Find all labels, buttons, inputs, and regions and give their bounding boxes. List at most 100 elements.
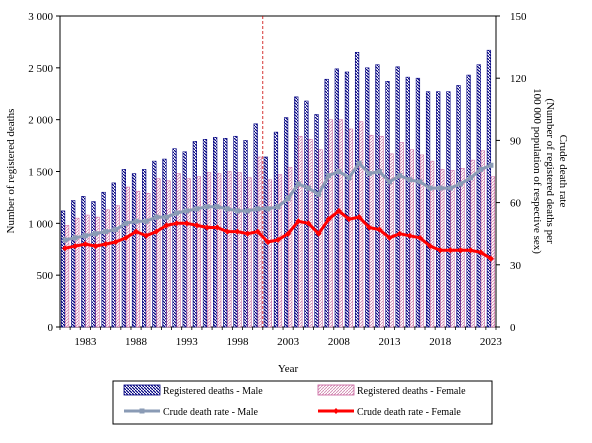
legend-item-male-deaths: Registered deaths - Male	[123, 384, 263, 397]
x-tick-label: 2008	[328, 336, 351, 348]
bar-male-2015	[405, 76, 410, 328]
bar-male-1995	[202, 139, 208, 328]
bar-male-1987	[121, 169, 127, 328]
bar-male-1986	[111, 182, 116, 328]
bar-female-2002	[277, 174, 283, 328]
legend-item-female-rate: Crude death rate - Female	[318, 407, 461, 418]
bar-female-1990	[156, 178, 161, 328]
point-female-rate-1989	[143, 232, 150, 239]
point-male-rate-1991	[163, 214, 169, 220]
bar-male-2012	[375, 64, 380, 328]
point-male-rate-1982	[72, 235, 78, 241]
point-male-rate-1993	[184, 208, 190, 214]
point-female-rate-2002	[275, 236, 281, 243]
point-male-rate-1992	[174, 210, 180, 216]
bar-female-1987	[125, 186, 131, 328]
y-axis-right-title-line-3: 100 000 population of respective sex)	[531, 88, 543, 254]
y-axis-right-title-line-1: Crude death rate	[557, 135, 569, 208]
point-female-rate-1996	[214, 224, 221, 231]
bar-male-1996	[213, 136, 218, 328]
legend-swatch-female-deaths	[317, 384, 355, 396]
bar-male-2007	[324, 78, 329, 328]
bar-male-2013	[385, 81, 390, 328]
legend-item-male-rate: Crude death rate - Male	[124, 407, 259, 418]
bar-female-2010	[359, 121, 364, 328]
point-male-rate-2014	[397, 173, 403, 179]
point-female-rate-2007	[325, 216, 332, 223]
bar-female-1998	[237, 172, 242, 328]
bar-male-2008	[334, 68, 339, 328]
y-left-tick-label: 1 000	[28, 218, 53, 230]
point-male-rate-2012	[376, 169, 382, 174]
point-female-rate-2015	[406, 232, 413, 239]
point-female-rate-2023	[487, 255, 494, 262]
y-right-tick-label: 30	[510, 260, 522, 272]
point-male-rate-1981	[62, 237, 68, 243]
bar-female-2022	[480, 150, 485, 328]
y-axis-left-title: Number of registered deaths	[5, 109, 17, 234]
y-left-tick-label: 2 500	[28, 63, 53, 75]
bar-male-2002	[273, 131, 279, 328]
y-left-tick-label: 3 000	[28, 11, 53, 23]
point-male-rate-1997	[224, 206, 230, 212]
point-female-rate-2009	[345, 216, 352, 223]
y-left-tick-label: 0	[48, 322, 54, 334]
point-male-rate-1989	[143, 218, 149, 224]
point-male-rate-2021	[468, 175, 474, 181]
x-tick-label: 2023	[480, 336, 503, 348]
bar-female-1999	[247, 177, 252, 328]
y-left-tick-label: 2 000	[28, 115, 53, 127]
bar-male-1994	[192, 141, 197, 328]
point-male-rate-1983	[82, 233, 88, 239]
bar-female-1995	[206, 172, 212, 328]
bar-male-2009	[344, 71, 350, 328]
y-right-tick-label: 60	[510, 198, 522, 210]
bar-male-2003	[283, 117, 289, 328]
bar-female-1993	[186, 178, 191, 328]
point-male-rate-2017	[427, 185, 433, 191]
bar-male-2006	[314, 114, 319, 328]
point-male-rate-2010	[356, 160, 362, 166]
point-male-rate-1990	[153, 214, 159, 220]
bar-female-1989	[146, 193, 151, 328]
point-male-rate-1984	[92, 231, 98, 237]
point-female-rate-2014	[396, 230, 403, 237]
bar-male-2010	[354, 51, 360, 328]
x-tick-label: 1998	[226, 336, 249, 348]
bar-male-1993	[182, 151, 187, 328]
bar-male-2018	[436, 91, 441, 328]
point-male-rate-1985	[103, 229, 109, 235]
point-male-rate-2006	[316, 191, 322, 197]
bar-female-1984	[95, 216, 100, 328]
point-female-rate-1988	[133, 228, 140, 235]
point-female-rate-2010	[356, 214, 363, 221]
point-male-rate-2004	[295, 181, 301, 187]
point-male-rate-2007	[326, 173, 332, 179]
bar-female-2021	[470, 159, 475, 328]
legend-marker-female-rate	[333, 408, 339, 414]
point-female-rate-2019	[447, 247, 454, 254]
legend-label-female-deaths: Registered deaths - Female	[357, 386, 466, 397]
bar-female-1997	[227, 171, 232, 328]
bar-female-1985	[105, 209, 110, 328]
y-axis-right-title-line-2: (Number of registered deaths per	[544, 98, 556, 244]
point-female-rate-1987	[122, 234, 129, 241]
legend-box	[112, 380, 493, 425]
point-female-rate-2000	[254, 228, 261, 235]
bar-female-1996	[217, 173, 222, 328]
bar-male-2021	[466, 74, 471, 328]
bar-female-2006	[318, 149, 323, 328]
bar-female-1986	[115, 205, 120, 328]
legend-marker-male-rate	[139, 408, 145, 414]
point-female-rate-2006	[315, 230, 322, 237]
point-female-rate-2012	[376, 226, 383, 233]
legend-swatch-male-deaths	[123, 384, 161, 396]
point-male-rate-1988	[133, 218, 139, 224]
x-tick-label: 1988	[125, 336, 148, 348]
point-male-rate-2015	[407, 177, 413, 183]
x-axis-title: Year	[278, 363, 299, 375]
point-female-rate-1990	[153, 228, 160, 235]
x-tick-label: 2013	[379, 336, 402, 348]
bars	[60, 16, 496, 328]
